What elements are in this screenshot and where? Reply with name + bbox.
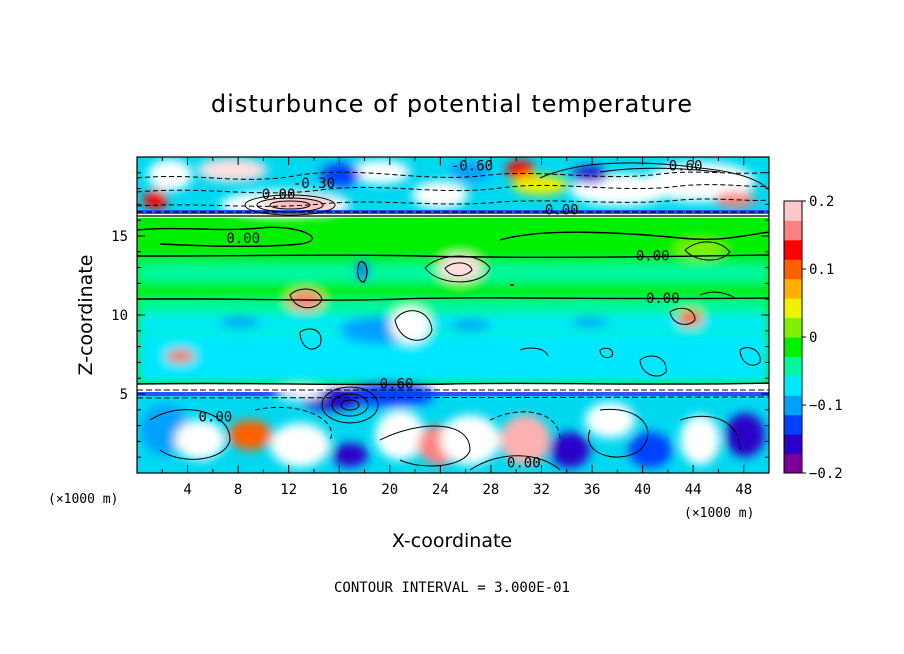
contour-labels: -0.60 0.60-0.300.000.000.000.000.00-0.600… [199, 158, 703, 472]
x-tick-label: 40 [634, 482, 651, 498]
colorbar-swatch [784, 259, 802, 280]
colorbar-swatch [784, 239, 802, 260]
colorbar-tick-label: 0.1 [809, 262, 834, 278]
colorbar-swatch [784, 414, 802, 435]
contour-lines [137, 162, 769, 471]
colorbar-swatch [784, 395, 802, 416]
contour-label: 0.00 [507, 456, 541, 472]
x-axis-ticks: 4 8 12 16 20 24 28 32 36 40 44 48 [161, 157, 752, 498]
y-axis-label: Z-coordinate [75, 255, 97, 376]
colorbar-ticks: 0.2 0.1 0 −0.1 −0.2 [802, 194, 843, 482]
colorbar-swatch [784, 356, 802, 377]
x-unit-label-right: (×1000 m) [684, 506, 754, 521]
contour-label: 0.00 [545, 203, 579, 219]
colorbar-tick-label: −0.1 [809, 398, 843, 414]
colorbar-swatch [784, 434, 802, 455]
x-tick-label: 44 [685, 482, 702, 498]
colorbar-swatch [784, 375, 802, 396]
contour-label: 0.00 [199, 410, 233, 426]
colorbar-swatch [784, 317, 802, 338]
y-axis-ticks: 5 10 15 [111, 172, 769, 458]
contour-label: 0.00 [262, 187, 296, 203]
contour-interval-note: CONTOUR INTERVAL = 3.000E-01 [334, 580, 570, 596]
x-tick-label: 12 [280, 482, 297, 498]
x-tick-label: 4 [183, 482, 191, 498]
x-axis-label: X-coordinate [392, 530, 512, 552]
colorbar: 0.2 0.1 0 −0.1 −0.2 [783, 194, 843, 482]
x-tick-label: 36 [584, 482, 601, 498]
x-tick-label: 8 [234, 482, 242, 498]
colorbar-swatch [784, 220, 802, 241]
x-unit-label-left: (×1000 m) [48, 492, 118, 507]
x-tick-label: 16 [331, 482, 348, 498]
chart-title: disturbunce of potential temperature [211, 90, 693, 118]
colorbar-swatch [784, 201, 802, 221]
colorbar-swatch [784, 278, 802, 299]
colorbar-swatch [784, 337, 802, 357]
colorbar-tick-label: 0 [809, 330, 817, 346]
colorbar-swatches [784, 201, 802, 474]
contour-label: 0.00 [646, 291, 680, 307]
contour-label: -0.60 [371, 377, 413, 393]
y-tick-label: 15 [111, 229, 128, 245]
contour-label: -0.60 [451, 158, 493, 174]
plot-area: -0.60 0.60-0.300.000.000.000.000.00-0.600… [137, 157, 769, 473]
contour-label: -0.30 [293, 176, 335, 192]
colorbar-swatch [784, 298, 802, 319]
y-tick-label: 5 [120, 387, 128, 403]
contour-label: 0.00 [636, 249, 670, 265]
colorbar-tick-label: 0.2 [809, 194, 834, 210]
colorbar-tick-label: −0.2 [809, 466, 843, 482]
contour-label: 0.60 [669, 158, 703, 174]
x-tick-label: 32 [533, 482, 550, 498]
x-tick-label: 28 [482, 482, 499, 498]
x-tick-label: 48 [735, 482, 752, 498]
y-tick-label: 10 [111, 308, 128, 324]
x-tick-label: 24 [432, 482, 449, 498]
colorbar-swatch [784, 453, 802, 474]
x-tick-label: 20 [381, 482, 398, 498]
contour-label: 0.00 [226, 231, 260, 247]
